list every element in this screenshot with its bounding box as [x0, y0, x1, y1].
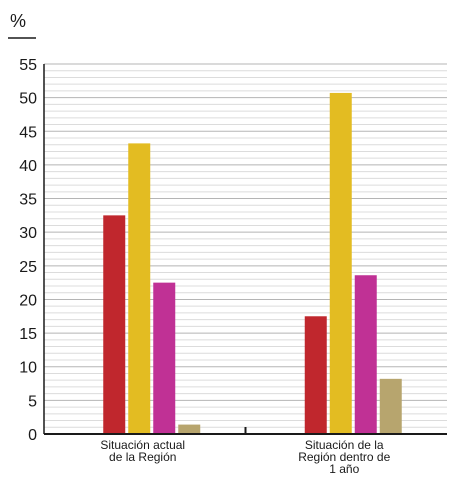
y-tick-label: 0 — [28, 427, 37, 444]
bar — [304, 316, 327, 434]
y-tick-label: 15 — [19, 326, 37, 343]
axes — [43, 64, 447, 435]
y-tick-label: 40 — [19, 158, 37, 175]
bar — [379, 378, 402, 434]
y-tick-label: 55 — [19, 57, 37, 74]
bar — [354, 275, 377, 434]
y-axis-unit-label: % — [10, 11, 26, 31]
y-tick-label: 50 — [19, 91, 37, 108]
bar — [103, 215, 126, 434]
bar — [128, 143, 151, 434]
y-tick-label: 10 — [19, 360, 37, 377]
x-category-label: Situación de la Región dentro de 1 año — [298, 438, 390, 476]
axis-labels: 0 5 10 15 20 25 30 35 40 45 50 55 Situación actual de… — [19, 57, 390, 476]
y-tick-label: 20 — [19, 292, 37, 309]
bar — [329, 92, 352, 434]
y-tick-label: 45 — [19, 124, 37, 141]
bar — [178, 424, 201, 434]
x-category-label: Situación actual de la Región — [100, 438, 185, 464]
bars — [103, 92, 402, 434]
y-tick-label: 30 — [19, 225, 37, 242]
y-tick-label: 5 — [28, 393, 37, 410]
bar — [153, 282, 176, 434]
y-tick-label: 35 — [19, 192, 37, 209]
y-tick-label: 25 — [19, 259, 37, 276]
